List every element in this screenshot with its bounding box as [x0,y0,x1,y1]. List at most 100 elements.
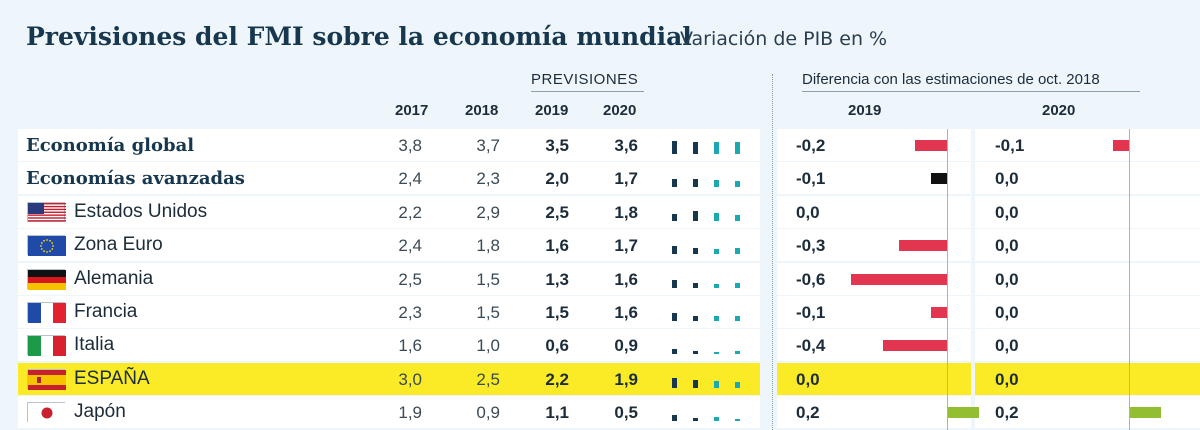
diff-2020-header: 2020 [1042,102,1076,119]
sparkline-bar [672,415,677,422]
value-2017: 2,3 [398,303,422,322]
forecast-panel [18,162,760,195]
sparkline-bar [693,418,698,422]
sparkline-bar [714,212,719,221]
sparkline [672,171,748,188]
diff-2019-value: -0,1 [796,169,826,189]
diff-2019-header: 2019 [848,102,882,119]
sparkline-bar [735,142,740,154]
value-2018: 1,0 [476,336,500,356]
forecast-panel [18,396,760,429]
country-label: Japón [74,401,126,423]
forecast-panel [18,296,760,328]
sparkline-bar [672,141,677,154]
chart-title: Previsiones del FMI sobre la economía mu… [26,22,692,51]
diff-2020-panel [975,329,1200,362]
sparkline-bar [672,279,677,288]
forecast-panel [18,329,760,362]
table-row: Zona Euro 2,4 1,8 1,6 1,7 -0,3 0,0 [18,229,1200,262]
diff-2020-value: 0,0 [995,336,1019,356]
diff-2019-bar [899,240,947,252]
diff-2019-bar [883,340,947,352]
sparkline-bar [714,142,719,154]
diff-2020-value: -0,1 [995,136,1025,155]
zero-line-2019 [947,129,948,430]
sparkline-bar [693,142,698,154]
sparkline-bar [672,313,677,321]
diferencia-underline [802,91,1140,92]
value-2019: 3,5 [545,136,569,155]
value-2019: 2,2 [545,369,569,389]
diff-2020-value: 0,2 [995,403,1019,423]
diff-2020-panel [975,162,1200,195]
diff-2020-panel [975,362,1200,395]
sparkline-bar [672,179,677,188]
diff-2020-value: 0,0 [995,236,1019,256]
forecast-panel [18,362,760,395]
spain-flag-icon [27,368,66,390]
sparkline-bar [693,351,698,355]
sparkline-bar [735,248,740,255]
value-2020: 1,7 [614,169,638,189]
country-label: Estados Unidos [74,200,208,222]
country-label: ESPAÑA [74,367,150,389]
col-2019-header: 2019 [535,102,569,119]
value-2019: 1,5 [545,303,569,322]
sparkline-bar [735,282,740,288]
forecast-panel [18,229,760,262]
diff-2019-value: -0,4 [796,336,826,356]
value-2017: 1,9 [398,403,422,423]
sparkline [672,272,748,288]
sparkline-bar [714,180,719,188]
sparkline-bar [714,316,719,321]
forecast-panel [18,262,760,295]
sparkline-bar [735,351,740,355]
previsiones-underline [531,91,644,92]
diff-2019-value: -0,1 [796,303,826,322]
forecast-panel [18,195,760,228]
diferencia-header: Diferencia con las estimaciones de oct. … [802,71,1100,88]
germany-flag-icon [27,268,66,290]
value-2018: 1,5 [476,269,500,289]
diff-2020-panel [975,296,1200,328]
sparkline [672,205,748,221]
diff-2020-panel [975,229,1200,262]
col-2017-header: 2017 [395,102,429,119]
sparkline-bar [735,316,740,321]
diff-2020-value: 0,0 [995,369,1019,389]
country-label: Economías avanzadas [26,168,245,190]
table-row: Estados Unidos 2,2 2,9 2,5 1,8 0,0 0,0 [18,195,1200,229]
chart-subtitle: Variación de PIB en % [680,28,888,50]
diff-2019-bar [931,307,947,318]
diff-2020-bar [1113,140,1129,151]
sparkline-bar [714,417,719,422]
sparkline-bar [693,379,698,388]
diff-2019-panel [777,195,971,228]
value-2019: 1,3 [545,269,569,289]
sparkline-bar [735,381,740,388]
country-label: Alemania [74,267,154,289]
diff-2020-value: 0,0 [995,169,1019,189]
diff-2019-panel [777,396,971,429]
table-row: Japón 1,9 0,9 1,1 0,5 0,2 0,2 [18,396,1200,429]
diff-2019-bar [915,140,947,151]
value-2017: 2,4 [398,236,422,256]
diff-2019-bar [947,407,979,419]
value-2019: 0,6 [545,336,569,356]
country-label: Zona Euro [74,234,163,256]
sparkline-bar [693,248,698,255]
sparkline [672,138,748,154]
diff-2019-panel [777,362,971,395]
country-label: Francia [74,301,138,322]
column-separator [772,74,773,430]
sparkline-bar [672,349,677,355]
sparkline-bar [672,246,677,255]
diff-2019-value: -0,6 [796,269,826,289]
value-2018: 1,8 [476,236,500,256]
france-flag-icon [27,302,66,323]
value-2018: 2,5 [476,369,500,389]
diff-2020-panel [975,262,1200,295]
sparkline-bar [693,179,698,188]
italy-flag-icon [27,335,66,357]
sparkline [672,305,748,321]
